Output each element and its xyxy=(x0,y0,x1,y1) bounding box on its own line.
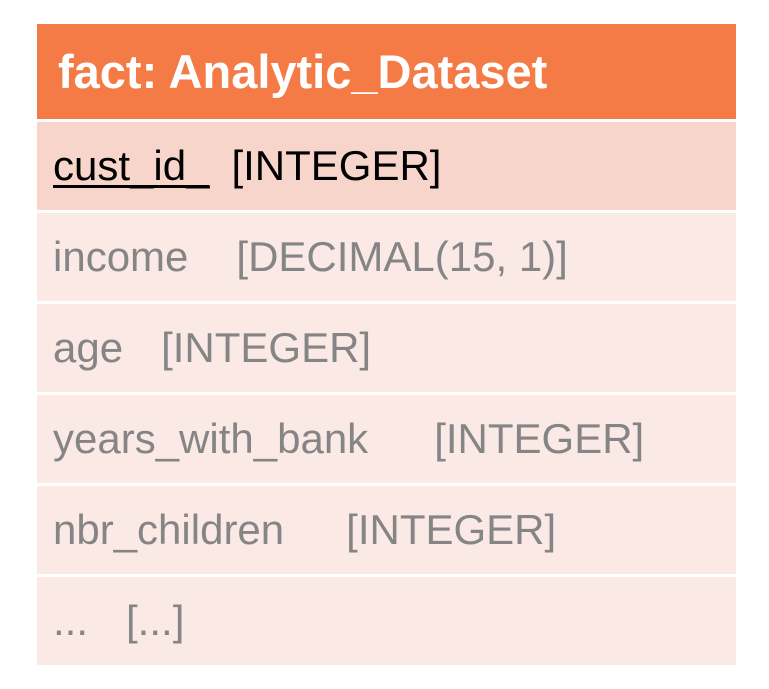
attribute-name: ... xyxy=(53,597,89,644)
primary-key-row: cust_id_ [INTEGER] xyxy=(37,122,736,210)
attribute-row-more: ... [...] xyxy=(37,577,736,665)
attribute-row-age: age [INTEGER] xyxy=(37,304,736,392)
attribute-row-income: income [DECIMAL(15, 1)] xyxy=(37,213,736,301)
entity-table: fact: Analytic_Dataset cust_id_ [INTEGER… xyxy=(37,24,736,665)
attribute-name: age xyxy=(53,324,124,371)
attribute-name: nbr_children xyxy=(53,506,285,553)
primary-key-name: cust_id_ xyxy=(53,142,210,189)
attribute-row-years-with-bank: years_with_bank [INTEGER] xyxy=(37,395,736,483)
attribute-name: years_with_bank xyxy=(53,415,369,462)
attribute-type: [DECIMAL(15, 1)] xyxy=(236,233,568,280)
attribute-type: [INTEGER] xyxy=(346,506,557,553)
entity-title: fact: Analytic_Dataset xyxy=(58,45,548,98)
attribute-type: [INTEGER] xyxy=(161,324,372,371)
attribute-type: [...] xyxy=(126,597,185,644)
attribute-name: income xyxy=(53,233,189,280)
primary-key-type: [INTEGER] xyxy=(231,142,442,189)
entity-header: fact: Analytic_Dataset xyxy=(37,24,736,119)
attribute-type: [INTEGER] xyxy=(434,415,645,462)
attribute-row-nbr-children: nbr_children [INTEGER] xyxy=(37,486,736,574)
